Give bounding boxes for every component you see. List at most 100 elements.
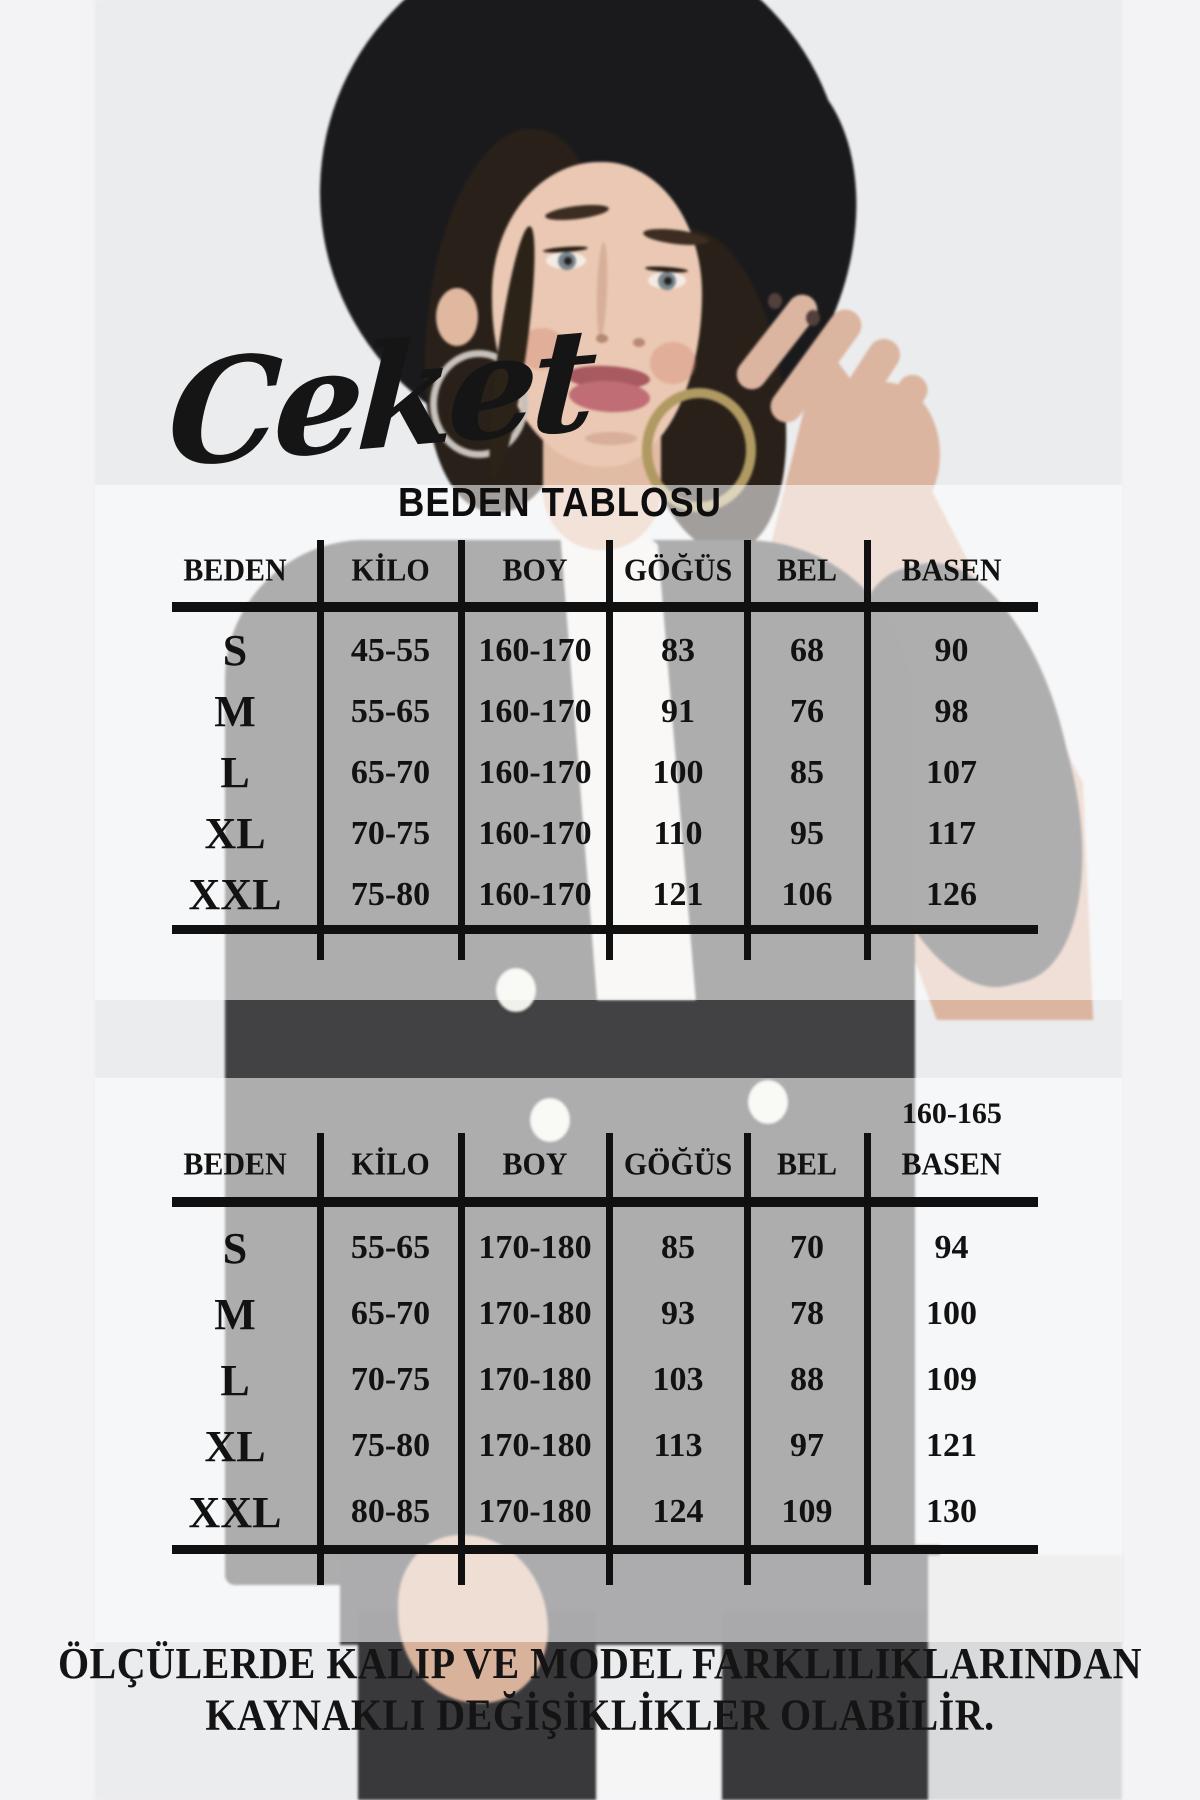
measurement-value: 95 <box>790 814 824 852</box>
measurement-value: 160-170 <box>478 753 592 791</box>
legs-gap <box>598 1728 720 1800</box>
disclaimer-text: ÖLÇÜLERDE KALIP VE MODEL FARKLILIKLARIND… <box>0 1637 1200 1740</box>
measurement-value: 107 <box>926 753 977 791</box>
table-divider <box>457 1133 465 1585</box>
measurement-value: 76 <box>790 692 824 730</box>
measurement-value: 170-180 <box>478 1427 592 1464</box>
size-label: S <box>222 626 248 675</box>
measurement-value: 94 <box>934 1229 969 1266</box>
measurement-value: 160-170 <box>478 814 592 852</box>
column-header-boy: BOY <box>502 553 568 588</box>
model-blush-right <box>650 342 696 384</box>
column-header-beden: BEDEN <box>183 553 287 588</box>
measurement-value: 83 <box>661 631 695 669</box>
measurement-value: 100 <box>652 753 704 791</box>
measurement-value: 90 <box>934 631 969 669</box>
measurement-value: 65-70 <box>350 753 431 791</box>
table-divider <box>864 1133 872 1585</box>
measurement-value: 98 <box>934 692 969 730</box>
table-header-row: BEDEN KİLO BOY GÖĞÜS BEL BASEN <box>150 1133 1036 1197</box>
page-title: BEDEN TABLOSU <box>398 480 722 526</box>
table-header-row: BEDEN KİLO BOY GÖĞÜS BEL BASEN <box>150 540 1036 602</box>
table-divider <box>317 1133 325 1585</box>
column-header-kilo: KİLO <box>351 1147 430 1182</box>
column-header-boy: BOY <box>502 1147 568 1182</box>
table-rule-bottom <box>172 1545 1038 1554</box>
product-title-script: Ceket <box>164 296 595 501</box>
size-label: XL <box>204 1421 266 1471</box>
measurement-value: 88 <box>790 1361 824 1398</box>
measurement-value: 55-65 <box>350 1229 431 1266</box>
size-label: M <box>214 1289 256 1339</box>
table-divider <box>864 540 872 960</box>
column-header-beden: BEDEN <box>183 1147 287 1182</box>
measurement-value: 121 <box>926 1427 977 1464</box>
table-divider <box>317 540 325 960</box>
basen-height-note: 160-165 <box>901 1097 1002 1130</box>
measurement-value: 160-170 <box>478 631 592 669</box>
table-rule-bottom <box>172 925 1038 934</box>
size-table-bottom: 160-165 BEDEN KİLO BOY GÖĞÜS BEL BASEN S 55-65… <box>150 1097 1038 1585</box>
measurement-value: 93 <box>661 1295 695 1332</box>
measurement-value: 85 <box>790 753 824 791</box>
measurement-value: 109 <box>781 1493 833 1530</box>
model-nail-2 <box>806 310 820 326</box>
column-header-kilo: KİLO <box>351 553 430 588</box>
measurement-value: 170-180 <box>478 1493 592 1530</box>
measurement-value: 170-180 <box>478 1229 592 1266</box>
measurement-value: 100 <box>926 1295 977 1332</box>
measurement-value: 170-180 <box>478 1361 592 1398</box>
measurement-value: 109 <box>926 1361 977 1398</box>
measurement-value: 124 <box>652 1493 704 1530</box>
measurement-value: 75-80 <box>350 875 431 913</box>
size-label: S <box>222 1223 248 1273</box>
model-pupil-left <box>564 257 572 265</box>
measurement-value: 113 <box>653 1427 703 1464</box>
size-label: M <box>214 687 256 736</box>
measurement-value: 103 <box>652 1361 704 1398</box>
table-divider <box>457 540 465 960</box>
measurement-value: 110 <box>653 814 703 852</box>
measurement-value: 75-80 <box>350 1427 431 1464</box>
column-header-göğüs: GÖĞÜS <box>623 553 733 588</box>
measurement-value: 91 <box>661 692 695 730</box>
measurement-value: 70-75 <box>350 1361 431 1398</box>
column-header-basen: BASEN <box>901 553 1002 588</box>
table-divider <box>743 540 751 960</box>
measurement-value: 97 <box>790 1427 824 1464</box>
measurement-value: 45-55 <box>350 631 431 669</box>
disclaimer-line-1: ÖLÇÜLERDE KALIP VE MODEL FARKLILIKLARIND… <box>57 1638 1143 1688</box>
column-header-bel: BEL <box>776 553 838 588</box>
measurement-value: 70 <box>790 1229 824 1266</box>
measurement-value: 68 <box>790 631 824 669</box>
model-nail-1 <box>768 293 782 309</box>
model-nostril-left <box>596 334 608 343</box>
column-header-basen: BASEN <box>901 1147 1002 1182</box>
measurement-value: 126 <box>926 875 977 913</box>
table-divider <box>606 1133 614 1585</box>
size-label: L <box>220 1355 250 1405</box>
table-rule-top <box>172 602 1038 612</box>
measurement-value: 78 <box>790 1295 824 1332</box>
disclaimer-line-2: KAYNAKLI DEĞİŞİKLİKLER OLABİLİR. <box>205 1690 995 1740</box>
column-header-bel: BEL <box>776 1147 838 1182</box>
measurement-value: 117 <box>926 814 977 852</box>
model-ear <box>436 288 478 346</box>
measurement-value: 70-75 <box>350 814 431 852</box>
model-nostril-right <box>633 338 645 347</box>
measurement-value: 160-170 <box>478 692 592 730</box>
measurement-value: 65-70 <box>350 1295 431 1332</box>
size-label: XXL <box>188 870 282 919</box>
measurement-value: 121 <box>652 875 704 913</box>
measurement-value: 80-85 <box>350 1493 431 1530</box>
table-rule-top <box>172 1197 1038 1207</box>
size-label: L <box>220 748 250 797</box>
measurement-value: 130 <box>926 1493 977 1530</box>
column-header-göğüs: GÖĞÜS <box>623 1147 733 1182</box>
measurement-value: 106 <box>781 875 833 913</box>
size-label: XL <box>204 809 266 858</box>
hoop-earring-left <box>430 350 528 458</box>
size-label: XXL <box>188 1487 282 1537</box>
measurement-value: 55-65 <box>350 692 431 730</box>
